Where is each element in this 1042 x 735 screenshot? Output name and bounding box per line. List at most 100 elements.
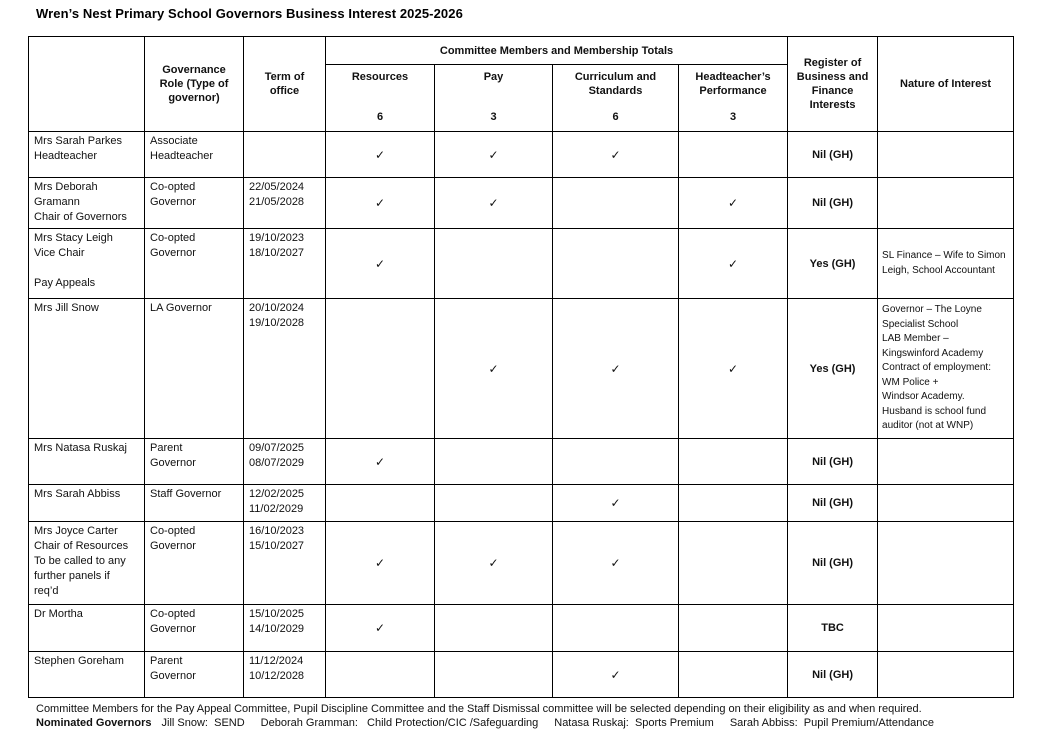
cell-check-pay [434, 438, 553, 485]
committee-label: Pay [483, 71, 504, 83]
committee-label: Resources [351, 71, 409, 83]
table-row: Mrs Sarah Parkes Headteacher Associate Head… [28, 131, 1015, 178]
table-row: Dr Mortha Co-opted Governor 15/10/2025 14/10… [28, 604, 1015, 652]
cell-term-of-office: 20/10/2024 19/10/2028 [243, 298, 326, 439]
check-icon: ✓ [610, 361, 621, 376]
check-icon: ✓ [374, 621, 386, 635]
cell-register-of-interests: Yes (GH) [787, 298, 879, 439]
cell-term-of-office: 22/05/2024 21/05/2028 [243, 177, 326, 229]
cell-check-curriculum-and-standards [552, 177, 679, 229]
check-icon: ✓ [488, 361, 499, 376]
cell-nature-of-interest [877, 521, 1015, 605]
cell-check-curriculum-and-standards [552, 604, 679, 652]
cell-governance-role: Parent Governor [144, 438, 244, 485]
cell-check-curriculum-and-standards: ✓ [552, 651, 679, 698]
table-row: Mrs Natasa Ruskaj Parent Governor 09/07/202… [28, 438, 1015, 485]
table-header: Governance Role (Type of governor) Term … [28, 36, 1015, 132]
cell-check-headteachers-performance: ✓ [677, 177, 789, 229]
cell-check-headteachers-performance [677, 484, 789, 522]
committee-total: 6 [612, 111, 619, 123]
cell-governor-name: Mrs Sarah Abbiss [28, 484, 145, 522]
check-icon: ✓ [374, 147, 386, 162]
cell-check-headteachers-performance: ✓ [677, 228, 789, 299]
committee-total: 3 [490, 111, 497, 123]
committee-label: Curriculum and Standards [574, 71, 657, 97]
cell-term-of-office: 09/07/2025 08/07/2029 [243, 438, 326, 485]
nominated-governor-item: Deborah Gramman: Child Protection/CIC /S… [260, 717, 539, 729]
cell-governance-role: Parent Governor [144, 651, 244, 698]
cell-check-curriculum-and-standards [552, 228, 679, 299]
check-icon: ✓ [374, 256, 386, 271]
check-icon: ✓ [374, 454, 386, 469]
cell-register-of-interests: Nil (GH) [787, 177, 879, 229]
check-icon: ✓ [727, 361, 739, 376]
cell-check-curriculum-and-standards: ✓ [552, 131, 679, 178]
cell-term-of-office [243, 131, 326, 178]
cell-term-of-office: 12/02/2025 11/02/2029 [243, 484, 326, 522]
cell-term-of-office: 16/10/2023 15/10/2027 [243, 521, 326, 605]
committee-total: 6 [376, 111, 384, 123]
header-committee-group: Committee Members and Membership Totals [324, 36, 789, 65]
cell-governor-name: Stephen Goreham [28, 651, 145, 698]
cell-term-of-office: 15/10/2025 14/10/2029 [243, 604, 326, 652]
cell-governance-role: LA Governor [144, 298, 244, 439]
cell-check-pay [434, 228, 553, 299]
committee-subheader-row: Resources 6 Pay 3 Curriculum and Standards 6 H… [29, 64, 1014, 132]
nominated-governor-item: Jill Snow: SEND [161, 717, 245, 729]
cell-check-resources: ✓ [325, 604, 435, 652]
nominated-governors-label: Nominated Governors [36, 717, 152, 729]
cell-nature-of-interest [877, 177, 1015, 229]
header-row-top: Governance Role (Type of governor) Term … [28, 36, 1015, 132]
cell-nature-of-interest: Governor – The Loyne Specialist School LAB… [877, 298, 1015, 439]
check-icon: ✓ [610, 667, 621, 682]
cell-governance-role: Co-opted Governor [144, 521, 244, 605]
page-title: Wren’s Nest Primary School Governors Bus… [36, 6, 463, 21]
cell-term-of-office: 19/10/2023 18/10/2027 [243, 228, 326, 299]
cell-governor-name: Mrs Jill Snow [28, 298, 145, 439]
cell-check-pay [434, 604, 553, 652]
nominated-governors-items: Jill Snow: SEND Deborah Gramman: Child Pr… [162, 717, 951, 729]
cell-check-pay: ✓ [434, 298, 553, 439]
cell-check-pay: ✓ [434, 177, 553, 229]
check-icon: ✓ [488, 196, 499, 210]
table-row: Mrs Jill Snow LA Governor 20/10/2024 19/10/… [28, 298, 1015, 439]
cell-check-resources: ✓ [325, 177, 435, 229]
check-icon: ✓ [374, 556, 386, 570]
cell-check-pay: ✓ [434, 131, 553, 178]
committee-label: Headteacher’s Performance [695, 71, 771, 97]
header-governance-role: Governance Role (Type of governor) [144, 36, 244, 132]
cell-check-resources [325, 484, 435, 522]
cell-register-of-interests: Nil (GH) [787, 438, 879, 485]
footer-note: Committee Members for the Pay Appeal Com… [36, 703, 922, 715]
cell-check-headteachers-performance [677, 651, 789, 698]
cell-check-resources: ✓ [325, 521, 435, 605]
cell-governance-role: Co-opted Governor [144, 604, 244, 652]
check-icon: ✓ [610, 496, 621, 510]
committee-total: 3 [729, 111, 737, 123]
cell-check-headteachers-performance [677, 604, 789, 652]
cell-governance-role: Staff Governor [144, 484, 244, 522]
check-icon: ✓ [488, 556, 499, 570]
check-icon: ✓ [610, 556, 621, 570]
cell-governor-name: Mrs Natasa Ruskaj [28, 438, 145, 485]
cell-governance-role: Associate Headteacher [144, 131, 244, 178]
cell-register-of-interests: TBC [787, 604, 879, 652]
cell-governance-role: Co-opted Governor [144, 177, 244, 229]
cell-governor-name: Mrs Deborah Gramann Chair of Governors [28, 177, 145, 229]
cell-register-of-interests: Nil (GH) [787, 131, 879, 178]
cell-register-of-interests: Nil (GH) [787, 521, 879, 605]
nominated-governor-item: Natasa Ruskaj: Sports Premium [554, 717, 714, 729]
cell-check-headteachers-performance [677, 521, 789, 605]
footer: Committee Members for the Pay Appeal Com… [36, 702, 1016, 730]
nominated-governor-item: Sarah Abbiss: Pupil Premium/Attendance [729, 717, 935, 729]
cell-check-resources: ✓ [325, 438, 435, 485]
table-row: Stephen Goreham Parent Governor 11/12/2024 1… [28, 651, 1015, 698]
table-body: Mrs Sarah Parkes Headteacher Associate Head… [28, 131, 1015, 698]
cell-nature-of-interest [877, 604, 1015, 652]
cell-governor-name: Mrs Joyce Carter Chair of Resources To be … [28, 521, 145, 605]
cell-check-headteachers-performance [677, 438, 789, 485]
cell-check-resources: ✓ [325, 131, 435, 178]
cell-register-of-interests: Nil (GH) [787, 484, 879, 522]
check-icon: ✓ [727, 196, 739, 210]
header-governor-name [28, 36, 145, 132]
